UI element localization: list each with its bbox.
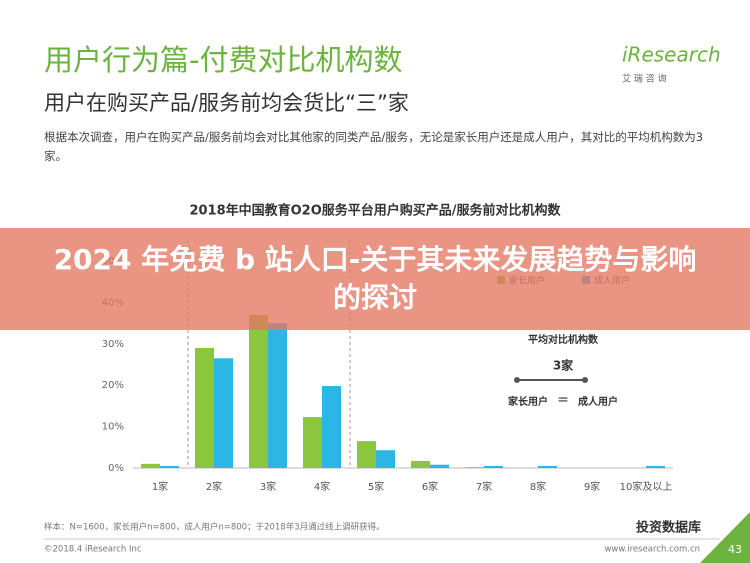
bar (303, 417, 322, 468)
bar (411, 460, 430, 468)
x-tick-label: 2家 (206, 480, 222, 493)
bar (141, 463, 160, 468)
annotation-right: 成人用户 (578, 395, 618, 408)
y-tick-label: 10% (102, 422, 124, 433)
sample-note: 样本：N=1600，家长用户n=800，成人用户n=800；于2018年3月通过… (44, 522, 385, 533)
bar (538, 465, 557, 468)
description-box: 根据本次调查，用户在购买产品/服务前均会对比其他家的同类产品/服务，无论是家长用… (44, 130, 704, 163)
bar (484, 465, 503, 468)
banner-text: 2024 年免费 b 站人口-关于其未来发展趋势与影响的探讨 (53, 243, 697, 314)
description: 根据本次调查，用户在购买产品/服务前均会对比其他家的同类产品/服务，无论是家长用… (44, 130, 704, 163)
banner: 2024 年免费 b 站人口-关于其未来发展趋势与影响的探讨 (0, 228, 750, 330)
bar (430, 464, 449, 468)
annotation-value: 3家 (553, 358, 574, 373)
watermark: 投资数据库 (636, 520, 701, 536)
bar (195, 347, 214, 468)
copyright: ©2018.4 iResearch Inc (44, 545, 142, 555)
annotation-title: 平均对比机构数 (528, 333, 599, 346)
bar (357, 441, 376, 468)
y-tick-label: 0% (108, 463, 124, 474)
bar (465, 467, 484, 468)
annotation-dot (514, 377, 520, 383)
x-tick-label: 4家 (314, 480, 330, 493)
x-tick-label: 6家 (422, 480, 438, 493)
chart-title: 2018年中国教育O2O服务平台用户购买产品/服务前对比机构数 (189, 203, 561, 219)
bar (214, 358, 233, 468)
bar (160, 465, 179, 468)
bar (646, 465, 665, 468)
title: 用户行为篇-付费对比机构数 (44, 43, 402, 77)
bar (249, 314, 268, 468)
x-tick-label: 1家 (152, 480, 168, 493)
annotation-dot (582, 377, 588, 383)
annotation-eq: = (557, 392, 569, 408)
x-tick-label: 7家 (476, 480, 492, 493)
x-tick-label: 5家 (368, 480, 384, 493)
annotation-left: 家长用户 (508, 395, 548, 408)
bar (322, 386, 341, 468)
subtitle: 用户在购买产品/服务前均会货比“三”家 (44, 91, 409, 115)
x-tick-label: 3家 (260, 480, 276, 493)
page-corner (700, 512, 750, 563)
y-tick-label: 30% (102, 339, 124, 350)
bar (376, 450, 395, 468)
x-tick-label: 10家及以上 (620, 480, 673, 493)
bar (268, 323, 287, 468)
logo: iResearch (622, 43, 721, 67)
website: www.iresearch.com.cn (604, 545, 700, 555)
x-tick-label: 9家 (584, 480, 600, 493)
y-tick-label: 20% (102, 380, 124, 391)
x-tick-label: 8家 (530, 480, 546, 493)
page-number: 43 (728, 543, 742, 556)
logo-sub: 艾 瑞 咨 询 (622, 73, 667, 85)
